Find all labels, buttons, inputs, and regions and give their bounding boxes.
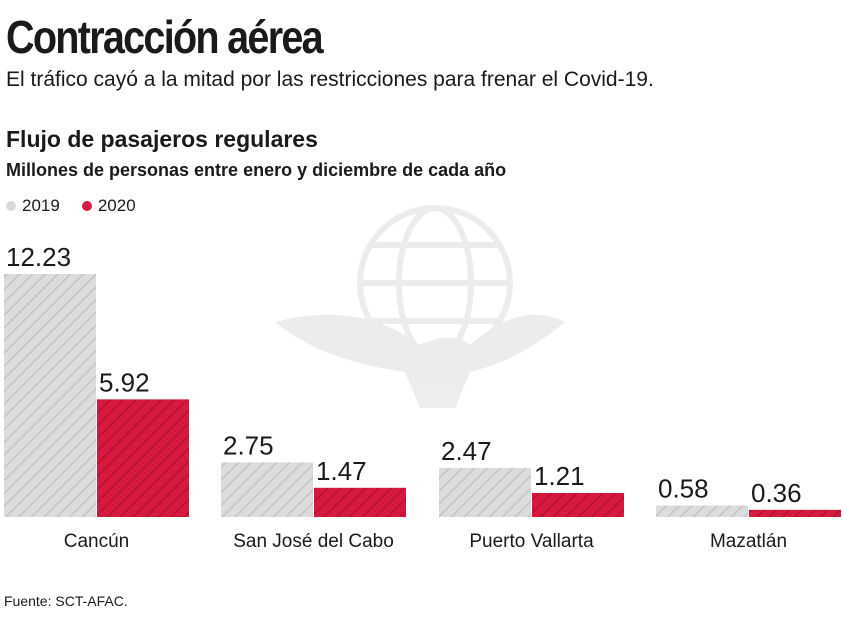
legend-swatch-2020	[81, 201, 92, 211]
bar-puerto-vallarta-2019	[439, 467, 531, 517]
legend: 2019 2020	[6, 195, 136, 217]
legend-swatch-2019	[6, 201, 16, 211]
bar-san-jose-del-cabo-2019	[221, 462, 313, 517]
headline: Contracción aérea	[6, 11, 324, 63]
bars-group	[4, 274, 841, 517]
legend-item-2020: 2020	[81, 195, 136, 217]
category-label-puerto-vallarta: Puerto Vallarta	[469, 531, 594, 552]
bar-cancun-2019	[4, 274, 96, 517]
value-label-mazatlan-2019: 0.58	[658, 473, 709, 503]
bar-mazatlan-2020	[749, 509, 841, 517]
chart-title: Flujo de pasajeros regulares	[6, 126, 318, 152]
value-label-puerto-vallarta-2020: 1.21	[534, 461, 585, 491]
chart-subtitle: Millones de personas entre enero y dicie…	[6, 160, 507, 180]
category-labels-group: Cancún San José del Cabo Puerto Vallarta Ma…	[64, 531, 787, 552]
category-label-san-jose-del-cabo: San José del Cabo	[233, 531, 394, 552]
legend-label-2020: 2020	[97, 196, 136, 215]
value-label-cancun-2020: 5.92	[99, 367, 150, 397]
value-label-san-jose-del-cabo-2020: 1.47	[316, 456, 367, 486]
value-label-puerto-vallarta-2019: 2.47	[441, 436, 492, 466]
category-label-cancun: Cancún	[64, 531, 130, 552]
value-label-cancun-2019: 12.23	[6, 242, 71, 272]
category-label-mazatlan: Mazatlán	[710, 531, 787, 552]
bar-cancun-2020	[97, 399, 189, 517]
value-label-san-jose-del-cabo-2019: 2.75	[223, 430, 274, 460]
bar-san-jose-del-cabo-2020	[314, 487, 406, 517]
legend-label-2019: 2019	[22, 196, 60, 215]
value-labels-group: 12.23 5.92 2.75 1.47 2.47 1.21 0.58 0.36	[6, 242, 802, 508]
legend-item-2019: 2019	[6, 195, 60, 217]
subheadline: El tráfico cayó a la mitad por las restr…	[6, 68, 654, 91]
watermark-emblem	[275, 205, 565, 408]
bar-mazatlan-2019	[656, 505, 748, 517]
value-label-mazatlan-2020: 0.36	[751, 478, 802, 508]
source-note: Fuente: SCT-AFAC.	[4, 593, 128, 609]
bar-puerto-vallarta-2020	[532, 492, 624, 517]
